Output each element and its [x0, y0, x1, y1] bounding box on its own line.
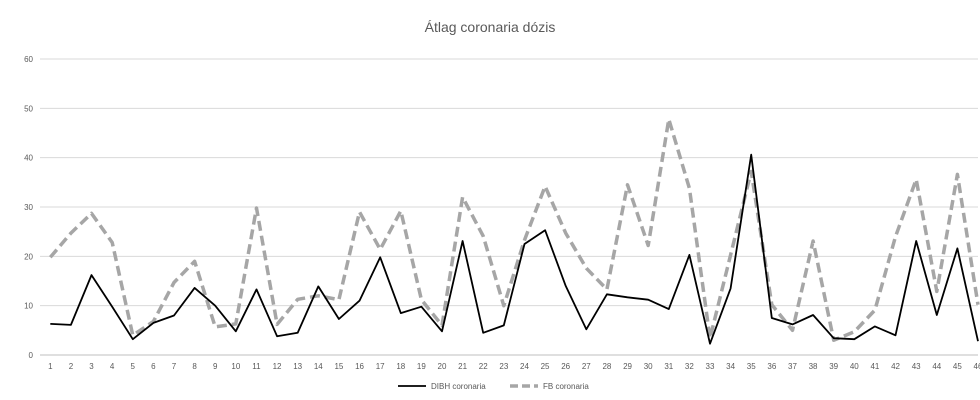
x-tick-label: 36: [767, 362, 776, 371]
x-tick-label: 37: [788, 362, 797, 371]
y-tick-label: 10: [24, 302, 33, 311]
x-tick-label: 20: [438, 362, 447, 371]
grid-lines: [40, 58, 978, 307]
x-tick-label: 10: [231, 362, 240, 371]
x-tick-label: 18: [396, 362, 405, 371]
x-tick-label: 33: [706, 362, 715, 371]
x-tick-label: 3: [89, 362, 94, 371]
x-tick-label: 43: [912, 362, 921, 371]
x-tick-label: 9: [213, 362, 218, 371]
x-tick-label: 41: [870, 362, 879, 371]
x-tick-label: 38: [809, 362, 818, 371]
x-tick-label: 7: [172, 362, 177, 371]
x-tick-label: 5: [131, 362, 136, 371]
x-tick-label: 28: [602, 362, 611, 371]
x-tick-label: 16: [355, 362, 364, 371]
legend-label: DIBH coronaria: [431, 382, 486, 391]
x-tick-label: 6: [151, 362, 156, 371]
x-tick-label: 22: [479, 362, 488, 371]
x-tick-label: 13: [293, 362, 302, 371]
x-tick-label: 24: [520, 362, 529, 371]
x-tick-label: 30: [644, 362, 653, 371]
x-tick-label: 23: [499, 362, 508, 371]
x-axis-ticks: 1 2 3 4 5 6 7 8 9 10 11 12 13 14 15 16 17 18 19 20 21 22 23 24 2…: [48, 362, 980, 371]
y-axis-ticks: 0 10 20 30 40 50 60: [24, 55, 33, 360]
x-tick-label: 42: [891, 362, 900, 371]
x-tick-label: 11: [252, 362, 261, 371]
x-tick-label: 44: [932, 362, 941, 371]
y-tick-label: 50: [24, 104, 33, 113]
y-tick-label: 0: [29, 351, 34, 360]
x-tick-label: 26: [561, 362, 570, 371]
y-tick-label: 40: [24, 154, 33, 163]
y-tick-label: 60: [24, 55, 33, 64]
x-tick-label: 1: [48, 362, 53, 371]
legend-label: FB coronaria: [543, 382, 589, 391]
chart-title: Átlag coronaria dózis: [425, 19, 556, 35]
x-tick-label: 31: [664, 362, 673, 371]
x-tick-label: 35: [747, 362, 756, 371]
series-lines: [48, 117, 980, 345]
x-tick-label: 15: [334, 362, 343, 371]
x-tick-label: 25: [541, 362, 550, 371]
x-tick-label: 21: [458, 362, 467, 371]
series-line-dibh-coronaria: [50, 153, 979, 345]
x-tick-label: 45: [953, 362, 962, 371]
x-tick-label: 8: [192, 362, 197, 371]
y-tick-label: 20: [24, 252, 33, 261]
x-tick-label: 46: [974, 362, 980, 371]
x-tick-label: 32: [685, 362, 694, 371]
x-tick-label: 4: [110, 362, 115, 371]
x-tick-label: 39: [829, 362, 838, 371]
x-tick-label: 29: [623, 362, 632, 371]
legend: DIBH coronaria FB coronaria: [398, 382, 589, 391]
x-tick-label: 19: [417, 362, 426, 371]
series-line-fb-coronaria: [48, 117, 980, 342]
x-tick-label: 12: [273, 362, 282, 371]
x-tick-label: 2: [69, 362, 74, 371]
x-tick-label: 34: [726, 362, 735, 371]
y-tick-label: 30: [24, 203, 33, 212]
x-tick-label: 40: [850, 362, 859, 371]
x-tick-label: 17: [376, 362, 385, 371]
x-tick-label: 14: [314, 362, 323, 371]
x-tick-label: 27: [582, 362, 591, 371]
